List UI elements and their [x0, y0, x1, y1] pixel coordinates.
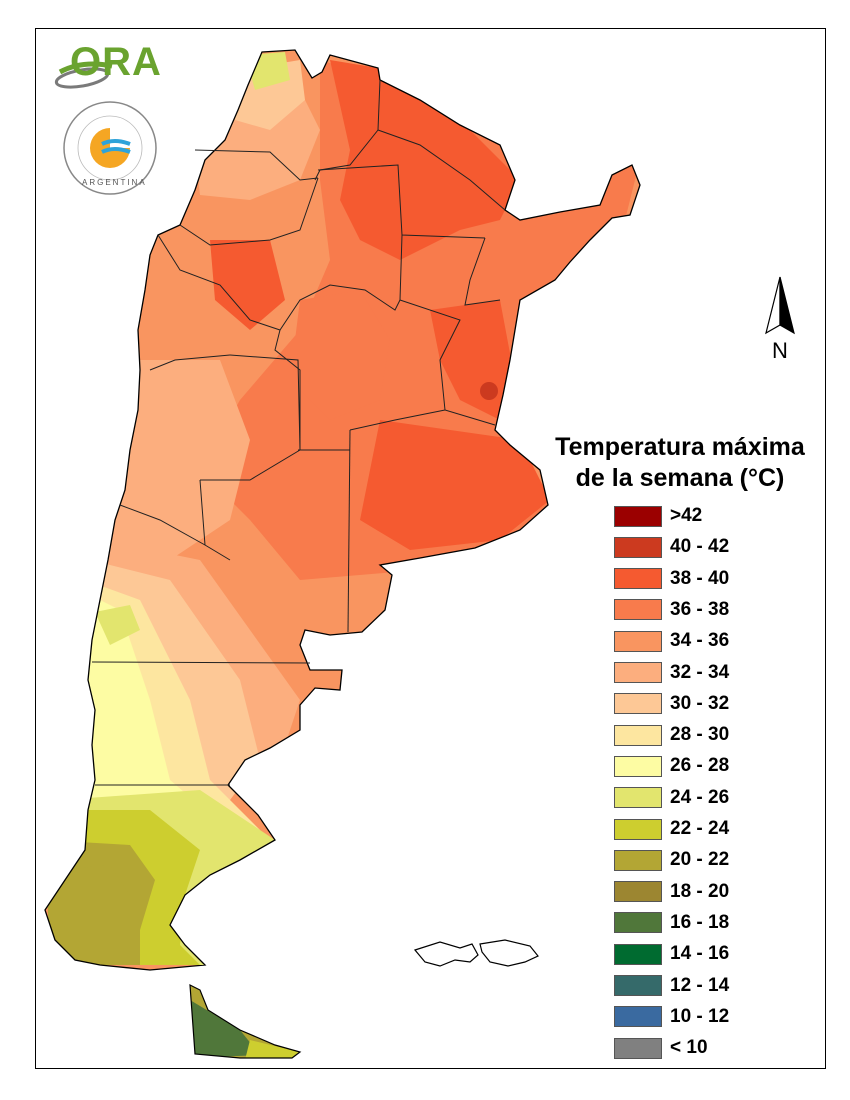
legend-swatch: [614, 1037, 662, 1059]
legend-swatch: [614, 881, 662, 903]
legend-label: 34 - 36: [670, 630, 730, 652]
legend-swatch: [614, 693, 662, 715]
legend-label: 20 - 22: [670, 849, 730, 871]
legend-label: 36 - 38: [670, 598, 730, 620]
legend-label: 14 - 16: [670, 943, 730, 965]
legend-swatch: [614, 755, 662, 777]
legend-title-line2: de la semana (°C): [575, 464, 785, 492]
legend-swatch: [614, 943, 662, 965]
legend-label: 18 - 20: [670, 880, 730, 902]
province-borders: [91, 79, 506, 786]
legend-item: 18 - 20: [614, 880, 729, 904]
legend-label: 32 - 34: [670, 661, 730, 683]
legend-title-line1: Temperatura máxima: [555, 433, 805, 461]
legend-swatch: [614, 818, 662, 840]
legend-item: < 10: [614, 1036, 708, 1060]
legend-item: 30 - 32: [614, 692, 729, 716]
legend-label: 40 - 42: [670, 536, 730, 558]
legend-swatch: [614, 662, 662, 683]
legend-item: 36 - 38: [614, 598, 729, 622]
legend-swatch: [614, 568, 662, 590]
legend-label: 26 - 28: [670, 755, 730, 777]
tdf-outline: [189, 983, 302, 1059]
legend-swatch: [614, 505, 662, 527]
legend-item: 16 - 18: [614, 911, 729, 935]
legend-item: >42: [614, 504, 702, 528]
legend-label: 22 - 24: [670, 818, 730, 839]
legend-label: 10 - 12: [670, 1005, 730, 1027]
legend-item: 40 - 42: [614, 535, 729, 559]
legend-item: 14 - 16: [614, 942, 729, 966]
legend-item: 22 - 24: [614, 817, 729, 841]
ora-logo: [54, 61, 113, 89]
legend-item: 10 - 12: [614, 1005, 729, 1029]
legend-label: 30 - 32: [670, 692, 730, 714]
legend-swatch: [614, 599, 662, 621]
legend: Temperatura máxima de la semana (°C) >42…: [550, 432, 810, 1059]
legend-label: 12 - 14: [670, 974, 730, 996]
legend-item: 26 - 28: [614, 754, 729, 778]
legend-swatch: [614, 536, 662, 558]
legend-item: 32 - 34: [614, 661, 729, 685]
ora-logo-text: ORA: [70, 40, 162, 84]
legend-label: 38 - 40: [670, 567, 730, 589]
legend-item: 24 - 26: [614, 786, 729, 810]
legend-label: >42: [670, 505, 703, 526]
legend-swatch: [614, 1006, 662, 1028]
legend-label: 24 - 26: [670, 786, 730, 808]
legend-title: Temperatura máxima de la semana (°C): [550, 432, 810, 494]
legend-swatch: [614, 849, 662, 871]
legend-label: < 10: [670, 1037, 708, 1059]
smn-logo: [63, 101, 157, 195]
legend-item: 34 - 36: [614, 629, 729, 653]
north-arrow-icon: [765, 276, 795, 335]
legend-item: 38 - 40: [614, 567, 729, 591]
legend-swatch: [614, 630, 662, 652]
legend-swatch: [614, 724, 662, 746]
legend-item: 20 - 22: [614, 848, 729, 872]
legend-swatch: [614, 975, 662, 996]
country-outline: [44, 49, 641, 971]
malvinas-islands: [413, 939, 539, 967]
legend-label: 28 - 30: [670, 724, 730, 746]
legend-swatch: [614, 787, 662, 809]
legend-label: 16 - 18: [670, 911, 730, 933]
legend-swatch: [614, 912, 662, 934]
tierra-del-fuego: [190, 985, 300, 1058]
smn-logo-caption: ARGENTINA: [82, 178, 147, 187]
legend-item: 28 - 30: [614, 723, 729, 747]
legend-item: 12 - 14: [614, 974, 729, 998]
north-label: N: [772, 338, 788, 363]
